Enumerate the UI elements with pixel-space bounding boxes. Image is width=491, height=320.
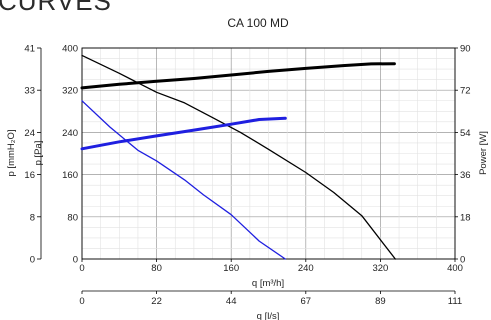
power-curve-2: [80, 62, 396, 90]
y-mmh2o-tick-label: 33: [24, 86, 35, 97]
x-tick-label: 240: [298, 263, 314, 274]
x2-tick-label: 67: [301, 296, 312, 307]
pressure-curve-1: [81, 100, 286, 260]
curves: [80, 54, 396, 260]
chart-title: CA 100 MD: [227, 16, 289, 30]
x2-tick-label: 111: [448, 296, 462, 307]
x-tick-label: 400: [447, 263, 463, 274]
y-power-tick-label: 36: [460, 170, 471, 181]
y-pa-tick-label: 240: [62, 128, 78, 139]
x2-tick-label: 0: [79, 296, 84, 307]
x-tick-label: 320: [372, 263, 388, 274]
y-power-tick-label: 0: [460, 255, 465, 266]
y-pa-tick-label: 400: [62, 44, 78, 55]
y-power-axis-label: Power [W]: [478, 131, 489, 175]
x-axis-label: q [m³/h]: [252, 278, 284, 289]
x2-tick-label: 89: [375, 296, 386, 307]
y-power-tick-label: 18: [460, 212, 471, 223]
y-mmh2o-tick-label: 0: [30, 255, 35, 266]
y-pa-axis-label: p [Pa]: [33, 141, 44, 166]
pressure-curve-0: [81, 54, 396, 260]
y-power-tick-label: 54: [460, 128, 471, 139]
y-power-tick-label: 90: [460, 44, 471, 55]
plot-frame: [81, 47, 456, 260]
y-pa-tick-label: 160: [62, 170, 78, 181]
y-mmh2o-tick-label: 41: [24, 44, 35, 55]
power-curve-3: [80, 116, 287, 151]
x2-tick-label: 44: [226, 296, 237, 307]
y-mmh2o-tick-label: 8: [30, 212, 35, 223]
y-pa-tick-label: 320: [62, 86, 78, 97]
x2-axis-label: q [l/s]: [257, 311, 280, 320]
x-tick-label: 80: [151, 263, 162, 274]
x-tick-label: 0: [79, 263, 84, 274]
y-mmh2o-axis-label: p [mmH₂O]: [6, 130, 17, 177]
y-pa-tick-label: 80: [67, 212, 78, 223]
y-power-tick-label: 72: [460, 86, 471, 97]
x2-tick-label: 22: [151, 296, 162, 307]
plot-grid: [81, 47, 456, 260]
page-heading: CURVES: [0, 0, 112, 16]
y-pa-tick-label: 0: [73, 255, 78, 266]
y-mmh2o-tick-label: 24: [24, 128, 35, 139]
x-tick-label: 160: [223, 263, 239, 274]
y-mmh2o-tick-label: 16: [24, 170, 35, 181]
